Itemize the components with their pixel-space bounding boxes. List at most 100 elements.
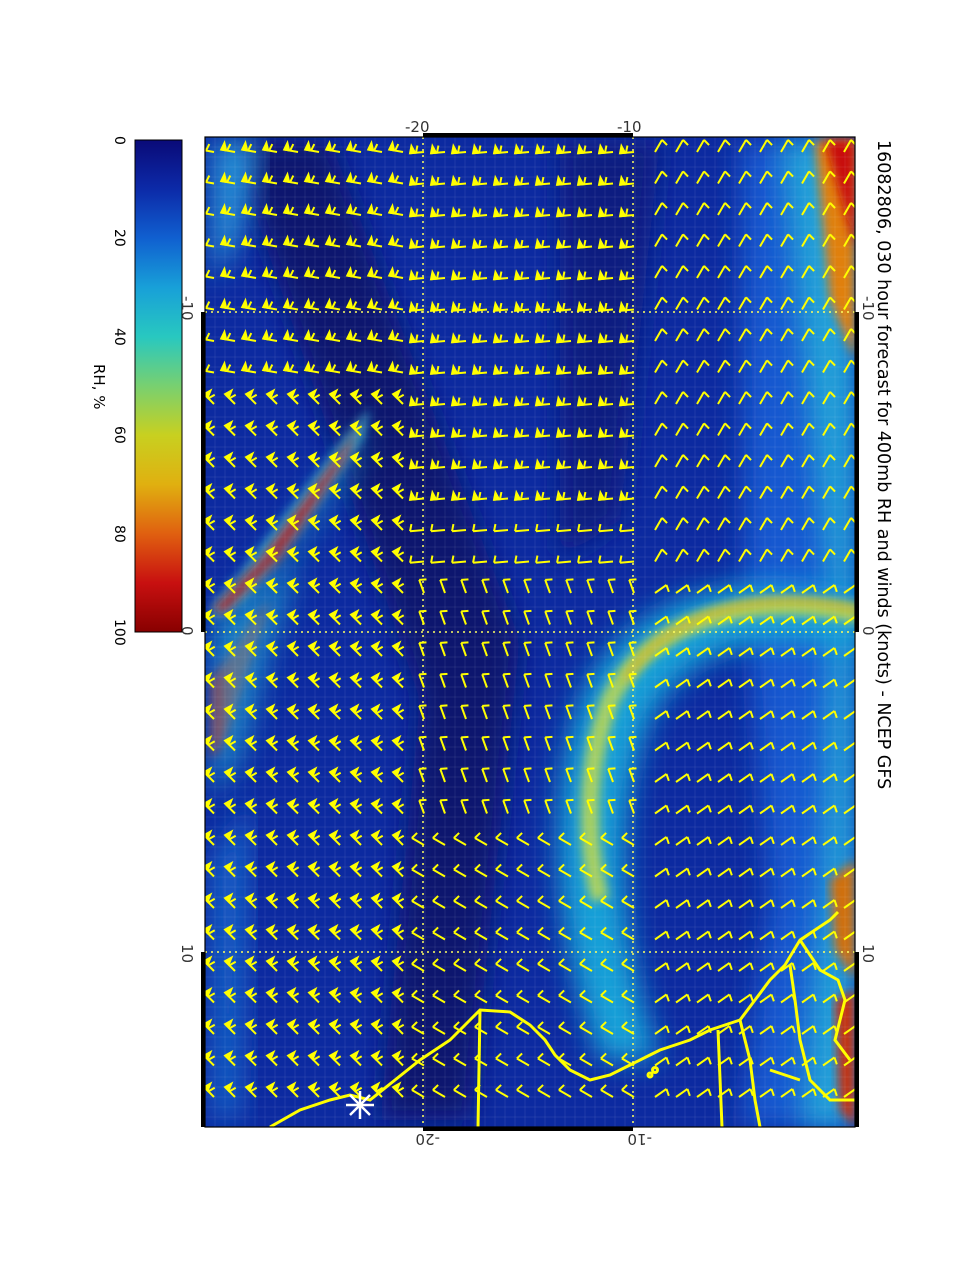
wind-barb (780, 741, 796, 752)
wind-barb (244, 482, 258, 500)
wind-barb (391, 545, 405, 563)
wind-barb (654, 804, 670, 815)
wind-barb (738, 1056, 754, 1067)
wind-barb (349, 986, 363, 1004)
wind-barb (576, 174, 593, 186)
wind-barb (349, 640, 363, 657)
wind-barb (205, 171, 215, 185)
wind-barb (370, 1081, 384, 1098)
wind-barb (286, 1081, 300, 1098)
wind-barb (600, 1052, 614, 1067)
wind-barb (492, 269, 509, 281)
wind-barb (516, 958, 530, 972)
wind-barb (387, 234, 404, 248)
wind-barb (801, 517, 815, 531)
wind-barb (223, 671, 237, 689)
wind-barb (544, 641, 553, 657)
wind-barb (324, 140, 341, 153)
wind-barb (628, 672, 637, 688)
bottom-tick-minus20: -20 (415, 1130, 441, 1148)
wind-barb (822, 454, 836, 468)
wind-barb (523, 735, 532, 751)
wind-barb (223, 923, 237, 941)
wind-barb (576, 489, 593, 501)
wind-barb (453, 958, 467, 972)
wind-barb (265, 451, 279, 468)
wind-barb (822, 647, 838, 657)
wind-barb (738, 328, 752, 342)
wind-barb (558, 1021, 572, 1035)
wind-barb (345, 234, 362, 248)
map-title: 16082806, 030 hour forecast for 400mb RH… (873, 140, 893, 790)
wind-barb (843, 139, 855, 153)
wind-barb (717, 359, 731, 373)
wind-barb (675, 485, 689, 499)
wind-barb (223, 1081, 237, 1098)
wind-barb (324, 171, 341, 185)
wind-barb (822, 930, 838, 941)
wind-barb (759, 391, 773, 405)
wind-barb (586, 735, 595, 751)
wind-barb (286, 419, 300, 437)
wind-barb (261, 297, 278, 311)
wind-barb (492, 174, 509, 186)
wind-barb (780, 804, 796, 815)
wind-barb (265, 482, 279, 500)
wind-barb (307, 419, 321, 437)
wind-barb (597, 269, 614, 281)
wind-barb (654, 647, 670, 657)
wind-barb (759, 584, 775, 594)
wind-barb (439, 735, 448, 751)
wind-barb (328, 923, 342, 941)
wind-barb (654, 836, 670, 846)
wind-barb (474, 926, 488, 941)
wind-barb (244, 545, 258, 563)
wind-barb (223, 640, 237, 657)
wind-barb (607, 735, 616, 751)
wind-barb (555, 269, 572, 281)
wind-barb (544, 672, 553, 688)
wind-barb (759, 1025, 775, 1035)
wind-barb (265, 640, 279, 657)
wind-barb (349, 734, 363, 752)
wind-barb (822, 899, 838, 909)
wind-barb (600, 863, 614, 878)
wind-barb (307, 829, 321, 846)
wind-barb (370, 797, 384, 815)
wind-barb (460, 735, 469, 751)
wind-barb (439, 578, 448, 594)
wind-barb (453, 1084, 467, 1098)
wind-barb (843, 615, 855, 626)
wind-barb (822, 836, 838, 846)
wind-barb (780, 202, 794, 216)
wind-barb (286, 860, 300, 878)
wind-barb (391, 482, 405, 500)
wind-barb (328, 482, 342, 500)
wind-barb (717, 710, 733, 720)
wind-barb (370, 923, 384, 941)
wind-barb (558, 895, 572, 909)
wind-barb (801, 647, 817, 657)
wind-barb (822, 710, 838, 720)
wind-barb (675, 328, 689, 342)
wind-barb (514, 523, 530, 533)
wind-barb (205, 892, 216, 909)
wind-barb (481, 609, 490, 625)
wind-barb (717, 391, 731, 405)
wind-barb (328, 766, 342, 783)
wind-barb (411, 926, 425, 941)
wind-barb (286, 451, 300, 468)
wind-barb (654, 517, 668, 531)
wind-barb (738, 265, 752, 279)
wind-barb (576, 332, 593, 344)
wind-barb (555, 300, 572, 312)
wind-barb (349, 860, 363, 878)
wind-barb (618, 300, 635, 312)
wind-barb (219, 266, 236, 279)
wind-barb (556, 523, 572, 533)
wind-barb (675, 930, 691, 941)
wind-barb (696, 265, 710, 279)
wind-barb (822, 615, 838, 626)
wind-barb (244, 986, 258, 1004)
